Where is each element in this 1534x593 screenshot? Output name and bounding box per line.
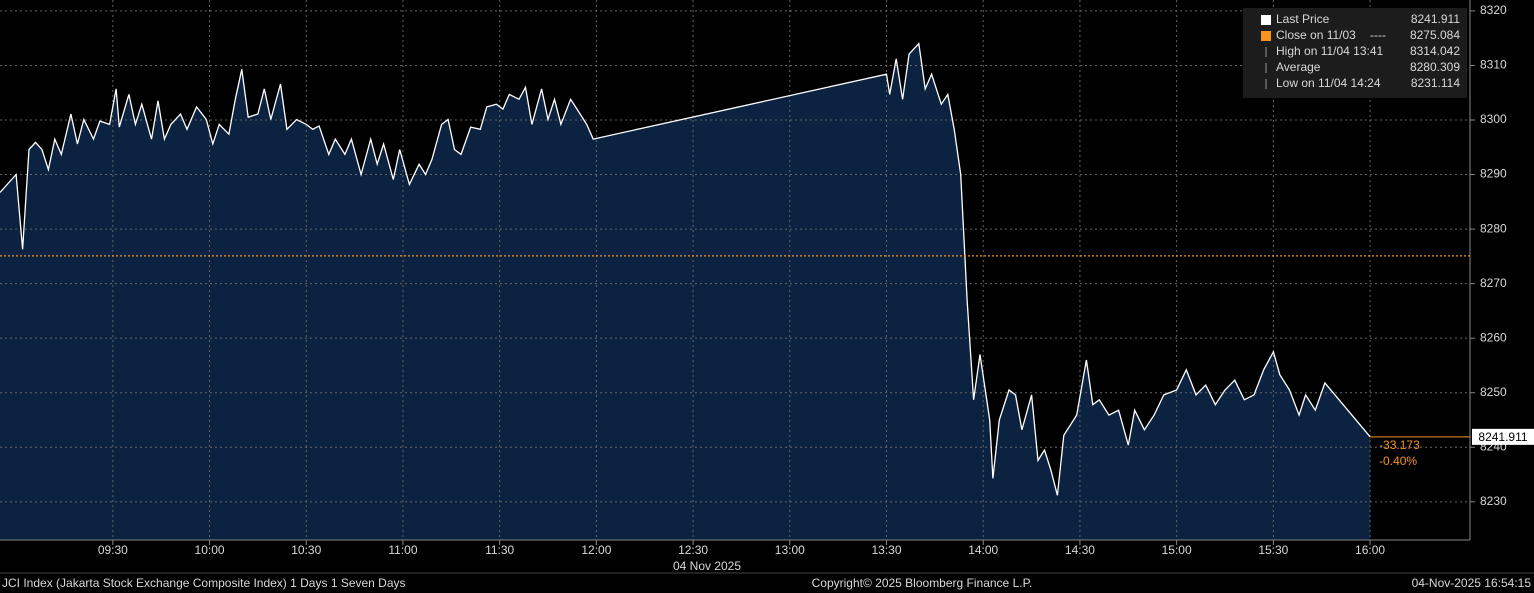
x-tick-label: 12:00 [581,543,611,557]
x-tick-label: 12:30 [678,543,708,557]
x-tick-label: 11:30 [485,543,514,557]
legend: Last Price 8241.911 Close on 11/03 ---- 8275… [1243,8,1467,98]
footer-right: 04-Nov-2025 16:54:15 [1412,576,1532,590]
y-tick-label: 8310 [1480,58,1507,72]
footer-center: Copyright© 2025 Bloomberg Finance L.P. [812,576,1033,590]
change-value: -33.173 [1379,438,1420,452]
y-tick-label: 8270 [1480,276,1507,290]
x-tick-label: 14:00 [968,543,998,557]
x-tick-label: 14:30 [1065,543,1095,557]
area-fill [0,43,1371,540]
legend-swatch [1261,15,1271,25]
y-tick-label: 8250 [1480,385,1507,399]
x-tick-label: 09:30 [98,543,128,557]
y-tick-label: 8290 [1480,167,1507,181]
y-tick-label: 8320 [1480,3,1507,17]
footer-left: JCI Index (Jakarta Stock Exchange Compos… [2,576,406,590]
last-price-label: 8241.911 [1478,430,1527,444]
y-tick-label: 8260 [1480,330,1507,344]
legend-label: Close on 11/03 [1276,28,1356,42]
legend-label: Last Price [1276,12,1330,26]
x-tick-label: 15:30 [1258,543,1288,557]
x-tick-label: 15:00 [1162,543,1192,557]
legend-dash: ---- [1370,28,1386,42]
y-tick-label: 8300 [1480,112,1507,126]
legend-box [1243,8,1467,98]
x-tick-label: 10:30 [291,543,321,557]
legend-value: 8280.309 [1410,60,1460,74]
legend-value: 8241.911 [1411,12,1460,26]
x-tick-label: 16:00 [1355,543,1385,557]
y-tick-label: 8280 [1480,221,1507,235]
legend-swatch [1261,31,1271,41]
change-percent: -0.40% [1379,454,1417,468]
legend-label: Average [1276,60,1321,74]
price-line [0,42,1371,496]
x-tick-label: 11:00 [388,543,417,557]
x-tick-label: 13:30 [871,543,901,557]
x-axis-label: 04 Nov 2025 [673,559,741,573]
legend-value: 8314.042 [1410,44,1460,58]
y-tick-label: 8230 [1480,494,1507,508]
plot [0,0,1470,540]
legend-label: High on 11/04 13:41 [1276,44,1384,58]
x-tick-label: 10:00 [195,543,225,557]
last-price-box [1472,428,1534,445]
legend-value: 8231.114 [1411,76,1460,90]
legend-value: 8275.084 [1410,28,1460,42]
legend-label: Low on 11/04 14:24 [1276,76,1381,90]
x-tick-label: 13:00 [775,543,805,557]
